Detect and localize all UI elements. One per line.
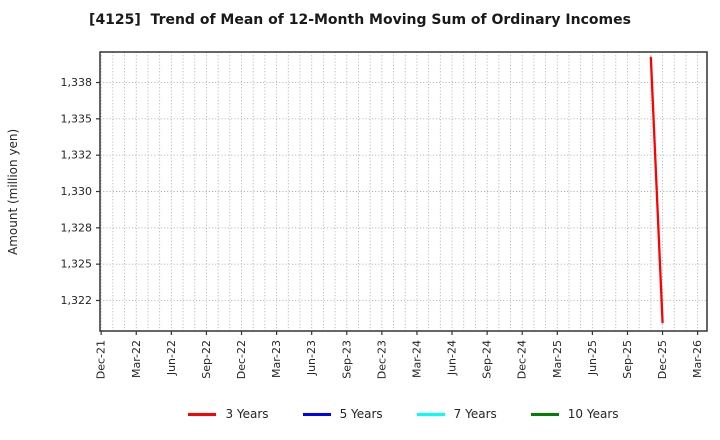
- legend-line-swatch: [416, 412, 445, 416]
- legend-line-swatch: [302, 412, 331, 416]
- legend-label: 7 Years: [453, 407, 497, 421]
- x-tick-label: Dec-24: [516, 340, 529, 379]
- chart-title: [4125] Trend of Mean of 12-Month Moving …: [89, 12, 631, 28]
- legend-label: 5 Years: [339, 407, 383, 421]
- legend-label: 10 Years: [567, 407, 619, 421]
- y-tick-label: 1,332: [61, 149, 93, 162]
- x-tick-label: Dec-22: [235, 340, 248, 379]
- y-tick-label: 1,330: [61, 185, 93, 198]
- series-line-3-years: [649, 56, 664, 324]
- x-tick-label: Jun-25: [586, 340, 599, 376]
- legend: 3 Years 5 Years 7 Years 10 Years: [100, 406, 707, 422]
- x-tick-label: Mar-23: [270, 340, 283, 378]
- x-tick-label: Jun-23: [305, 340, 318, 376]
- y-tick-label: 1,322: [61, 294, 93, 307]
- x-tick-label: Dec-25: [656, 340, 669, 379]
- legend-item-5-years: 5 Years: [302, 406, 383, 422]
- legend-item-7-years: 7 Years: [416, 406, 497, 422]
- x-tick-label: Mar-25: [551, 340, 564, 378]
- y-tick-label: 1,325: [61, 258, 93, 271]
- x-tick-label: Mar-24: [410, 340, 423, 378]
- x-tick-label: Jun-24: [446, 340, 459, 376]
- legend-line-swatch: [188, 412, 217, 416]
- x-tick-label: Sep-24: [481, 340, 494, 379]
- x-tick-label: Sep-25: [621, 340, 634, 379]
- y-tick-label: 1,338: [61, 76, 93, 89]
- x-tick-label: Sep-22: [200, 340, 213, 379]
- x-tick-label: Dec-23: [375, 340, 388, 379]
- x-tick-label: Dec-21: [95, 340, 108, 379]
- x-tick-label: Sep-23: [340, 340, 353, 379]
- x-tick-label: Mar-22: [130, 340, 143, 378]
- y-tick-label: 1,328: [61, 221, 93, 234]
- legend-line-swatch: [530, 412, 559, 416]
- legend-item-10-years: 10 Years: [530, 406, 619, 422]
- x-tick-label: Jun-22: [165, 340, 178, 376]
- legend-label: 3 Years: [225, 407, 269, 421]
- legend-item-3-years: 3 Years: [188, 406, 269, 422]
- x-tick-label: Mar-26: [691, 340, 704, 378]
- y-tick-label: 1,335: [61, 112, 93, 125]
